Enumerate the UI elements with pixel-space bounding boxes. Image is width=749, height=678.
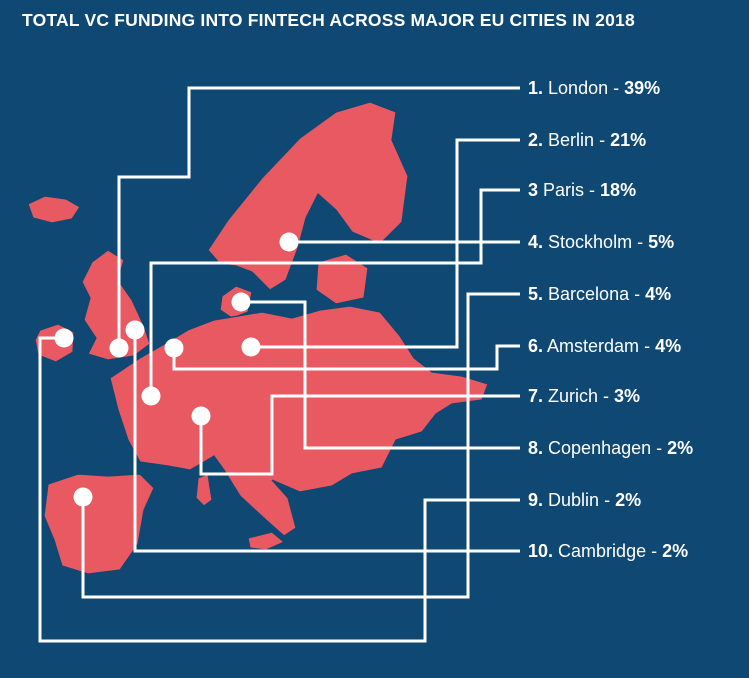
city-share: 2% xyxy=(667,438,694,458)
leader-line-paris xyxy=(149,188,520,396)
city-label-barcelona: 5. Barcelona - 4% xyxy=(528,283,671,305)
separator: - xyxy=(594,130,611,150)
city-markers xyxy=(54,232,299,507)
city-marker-cambridge xyxy=(125,320,145,340)
city-label-dublin: 9. Dublin - 2% xyxy=(528,489,641,511)
city-marker-barcelona xyxy=(73,487,93,507)
city-rank: 3 xyxy=(528,180,539,200)
separator: - xyxy=(598,386,615,406)
separator: - xyxy=(608,78,625,98)
city-marker-copenhagen xyxy=(231,292,251,312)
separator: - xyxy=(651,438,668,458)
city-share: 3% xyxy=(614,386,641,406)
separator: - xyxy=(639,336,656,356)
city-rank: 7. xyxy=(528,386,544,406)
city-name: Barcelona xyxy=(548,284,630,304)
city-rank: 4. xyxy=(528,232,544,252)
city-marker-stockholm xyxy=(279,232,299,252)
city-label-amsterdam: 6. Amsterdam - 4% xyxy=(528,335,681,357)
city-label-berlin: 2. Berlin - 21% xyxy=(528,129,646,151)
city-name: Cambridge xyxy=(558,541,647,561)
city-share: 4% xyxy=(655,336,682,356)
separator: - xyxy=(599,490,616,510)
city-label-copenhagen: 8. Copenhagen - 2% xyxy=(528,437,693,459)
city-label-stockholm: 4. Stockholm - 5% xyxy=(528,231,674,253)
iceland-shape xyxy=(27,195,81,224)
separator: - xyxy=(629,284,646,304)
city-rank: 1. xyxy=(528,78,544,98)
leader-lines xyxy=(38,86,520,643)
city-name: Dublin xyxy=(548,490,600,510)
city-share: 18% xyxy=(600,180,637,200)
sicily-shape xyxy=(247,531,286,551)
city-share: 21% xyxy=(610,130,647,150)
separator: - xyxy=(632,232,649,252)
city-label-london: 1. London - 39% xyxy=(528,77,660,99)
leader-line-london xyxy=(117,86,520,348)
city-rank: 6. xyxy=(528,336,544,356)
city-marker-paris xyxy=(141,386,161,406)
separator: - xyxy=(584,180,601,200)
city-marker-amsterdam xyxy=(164,338,184,358)
city-rank: 2. xyxy=(528,130,544,150)
iberia-shape xyxy=(43,473,155,575)
city-name: Paris xyxy=(543,180,585,200)
separator: - xyxy=(646,541,663,561)
city-name: London xyxy=(548,78,609,98)
sardinia-shape xyxy=(195,473,213,507)
city-marker-zurich xyxy=(191,406,211,426)
city-marker-dublin xyxy=(54,328,74,348)
leader-line-barcelona xyxy=(81,292,520,599)
mainland-shape xyxy=(109,305,489,537)
city-rank: 9. xyxy=(528,490,544,510)
city-share: 39% xyxy=(624,78,661,98)
leader-line-zurich xyxy=(199,394,520,476)
leader-line-copenhagen xyxy=(241,300,520,450)
city-name: Zurich xyxy=(548,386,599,406)
leader-line-cambridge xyxy=(133,330,520,553)
leader-line-amsterdam xyxy=(172,344,520,371)
leader-line-dublin xyxy=(38,336,520,643)
city-share: 5% xyxy=(648,232,675,252)
map-title: TOTAL VC FUNDING INTO FINTECH ACROSS MAJ… xyxy=(22,10,635,30)
city-name: Stockholm xyxy=(548,232,633,252)
city-marker-london xyxy=(109,338,129,358)
scandinavia-shape xyxy=(207,101,409,291)
city-share: 4% xyxy=(645,284,672,304)
europe-landmass xyxy=(27,101,489,575)
city-label-cambridge: 10. Cambridge - 2% xyxy=(528,540,688,562)
city-name: Copenhagen xyxy=(548,438,652,458)
city-marker-berlin xyxy=(241,337,261,357)
baltics-shape xyxy=(315,253,369,305)
city-name: Amsterdam xyxy=(547,336,640,356)
city-share: 2% xyxy=(662,541,689,561)
city-rank: 5. xyxy=(528,284,544,304)
city-label-zurich: 7. Zurich - 3% xyxy=(528,385,640,407)
city-name: Berlin xyxy=(548,130,595,150)
city-rank: 8. xyxy=(528,438,544,458)
city-share: 2% xyxy=(615,490,642,510)
city-rank: 10. xyxy=(528,541,554,561)
city-label-paris: 3 Paris - 18% xyxy=(528,179,636,201)
